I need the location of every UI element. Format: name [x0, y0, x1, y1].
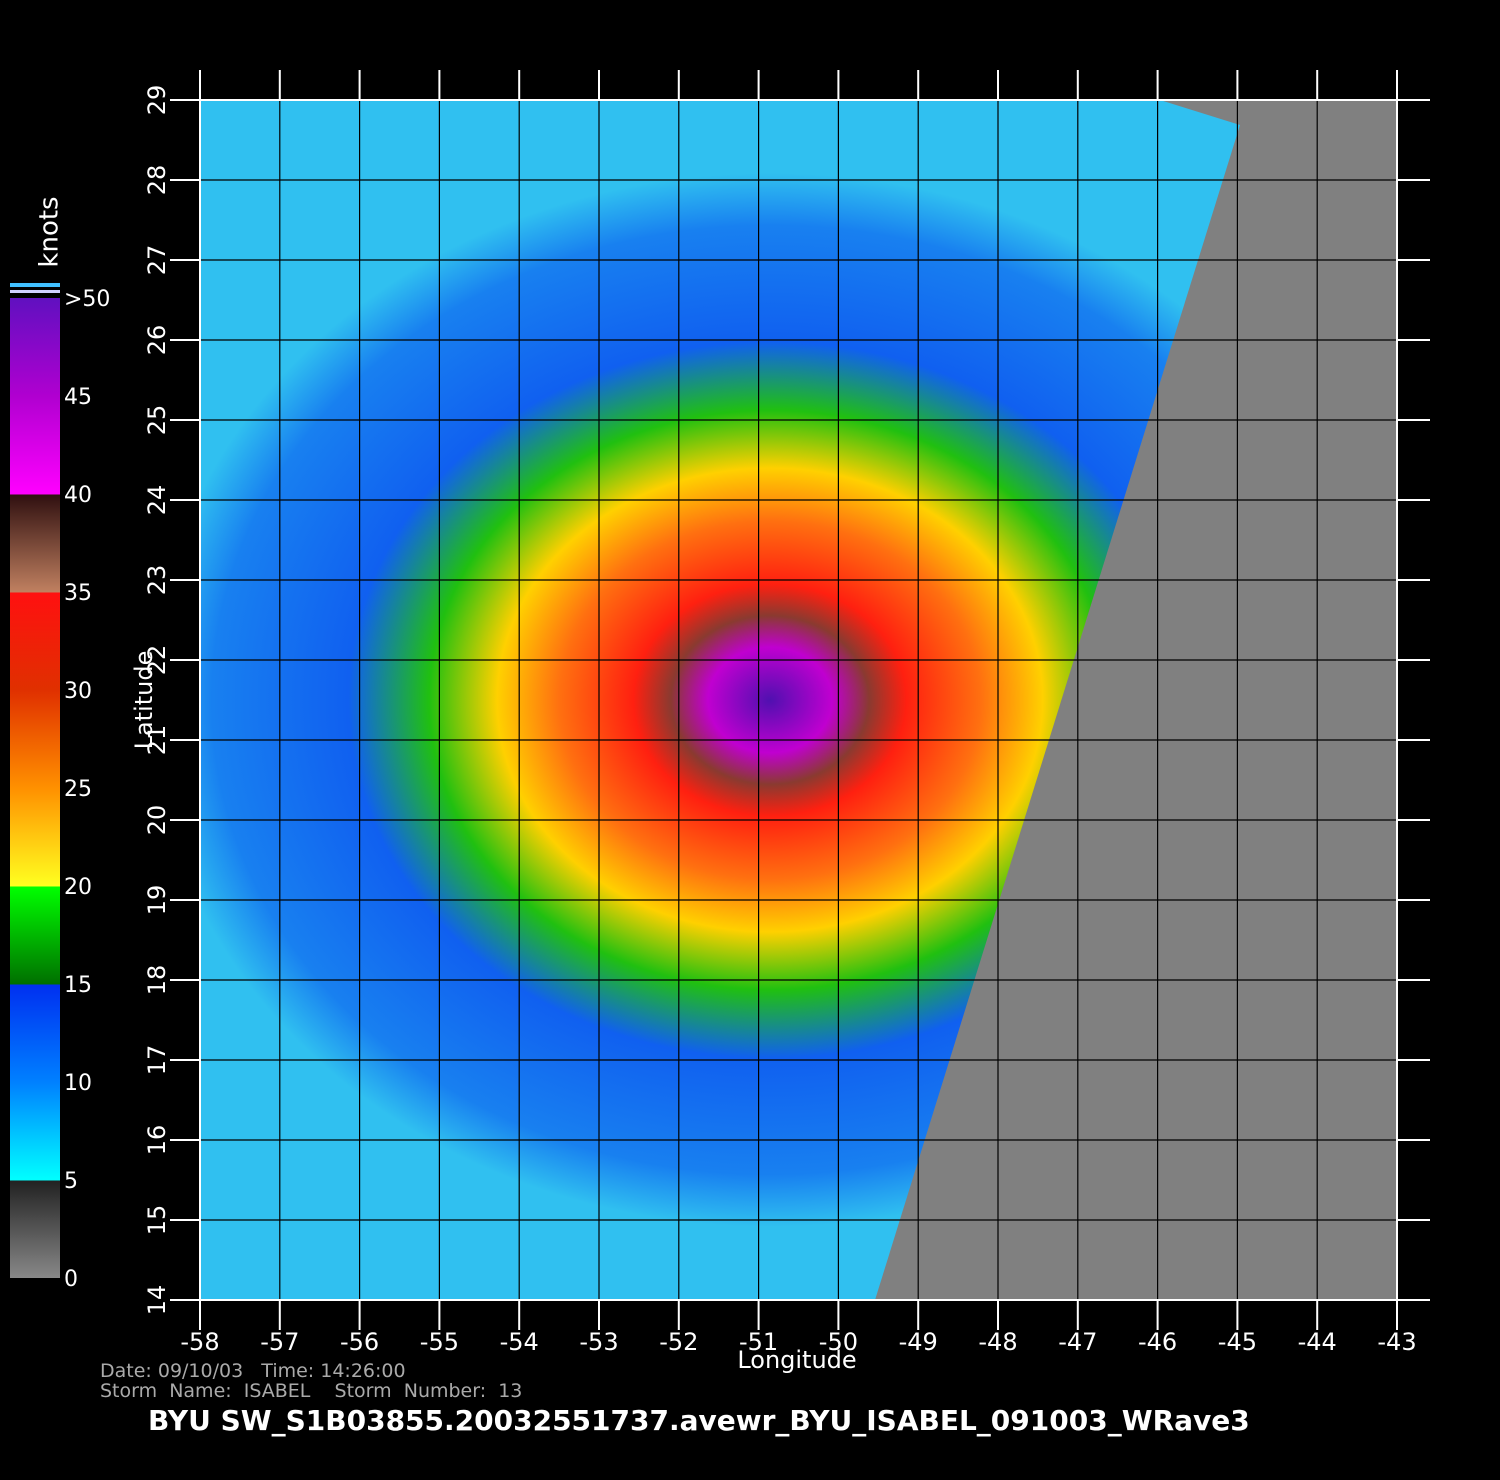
- colorbar-label: 25: [64, 777, 92, 802]
- y-tick-label: 23: [143, 565, 171, 596]
- y-tick-label: 20: [143, 805, 171, 836]
- x-tick-label: -57: [260, 1328, 299, 1356]
- y-tick-label: 14: [143, 1285, 171, 1316]
- colorbar-unit: knots: [35, 196, 65, 267]
- y-tick-label: 28: [143, 165, 171, 196]
- x-tick-label: -47: [1058, 1328, 1097, 1356]
- colorbar-label: 0: [64, 1267, 78, 1292]
- wind-swath: [200, 100, 1240, 1300]
- colorbar-label: >50: [64, 287, 110, 312]
- y-tick-label: 18: [143, 965, 171, 996]
- x-tick-label: -48: [978, 1328, 1017, 1356]
- x-tick-label: -50: [819, 1328, 858, 1356]
- colorbar-label: 45: [64, 385, 92, 410]
- x-tick-label: -49: [899, 1328, 938, 1356]
- x-tick-label: -52: [659, 1328, 698, 1356]
- x-tick-label: -55: [420, 1328, 459, 1356]
- colorbar-cap: [10, 283, 60, 287]
- x-tick-label: -43: [1377, 1328, 1416, 1356]
- plot-frame: [199, 99, 1398, 1301]
- y-tick-label: 24: [143, 485, 171, 516]
- y-tick-label: 25: [143, 405, 171, 436]
- colorbar-label: 20: [64, 875, 92, 900]
- y-tick-label: 19: [143, 885, 171, 916]
- x-tick-label: -58: [180, 1328, 219, 1356]
- x-tick-label: -54: [500, 1328, 539, 1356]
- y-tick-label: 29: [143, 85, 171, 116]
- y-tick-label: 27: [143, 245, 171, 276]
- colorbar-label: 10: [64, 1071, 92, 1096]
- colorbar-cap: [10, 290, 60, 293]
- date-time: Date: 09/10/03 Time: 14:26:00: [100, 1360, 406, 1382]
- x-tick-label: -45: [1218, 1328, 1257, 1356]
- storm-info: Storm Name: ISABEL Storm Number: 13: [100, 1380, 522, 1402]
- colorbar-label: 40: [64, 483, 92, 508]
- y-tick-label: 26: [143, 325, 171, 356]
- colorbar-label: 5: [64, 1169, 78, 1194]
- y-axis-label: Latitude: [130, 651, 158, 750]
- x-tick-label: -46: [1138, 1328, 1177, 1356]
- x-tick-label: -44: [1298, 1328, 1337, 1356]
- y-tick-label: 21: [143, 725, 171, 756]
- x-tick-label: -56: [340, 1328, 379, 1356]
- y-tick-label: 17: [143, 1045, 171, 1076]
- y-tick-label: 16: [143, 1125, 171, 1156]
- colorbar-label: 35: [64, 581, 92, 606]
- colorbar: [10, 298, 60, 1278]
- x-tick-label: -51: [739, 1328, 778, 1356]
- y-tick-label: 22: [143, 645, 171, 676]
- colorbar-label: 30: [64, 679, 92, 704]
- y-tick-label: 15: [143, 1205, 171, 1236]
- product-name: BYU SW_S1B03855.20032551737.avewr_BYU_IS…: [148, 1404, 1250, 1437]
- x-axis-label: Longitude: [737, 1346, 856, 1374]
- x-tick-label: -53: [579, 1328, 618, 1356]
- colorbar-label: 15: [64, 973, 92, 998]
